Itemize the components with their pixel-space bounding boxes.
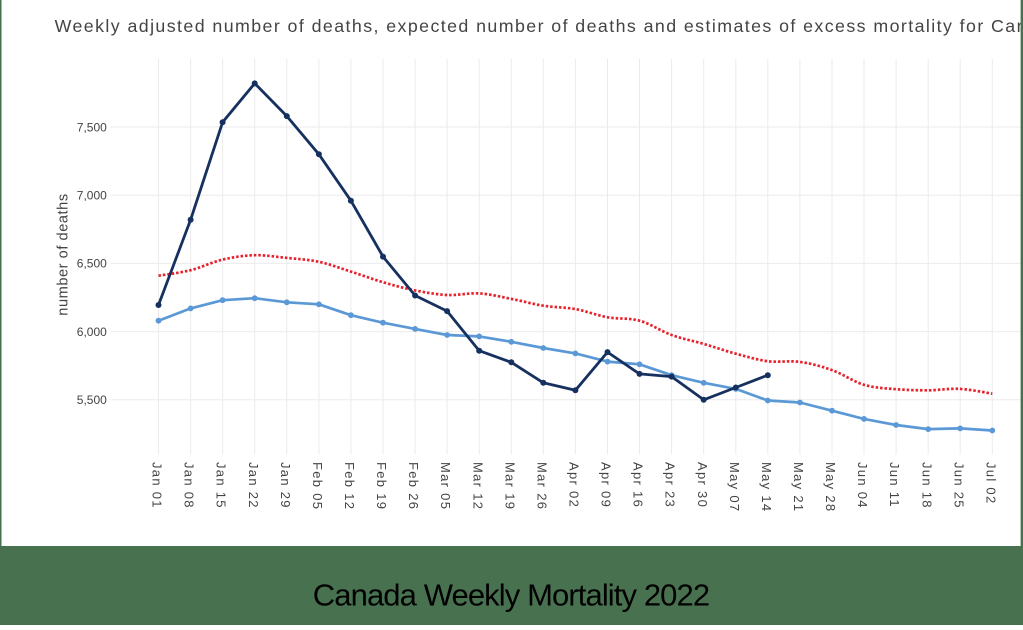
svg-text:number of deaths: number of deaths [55,193,71,315]
svg-text:Apr 23: Apr 23 [663,462,678,508]
svg-text:Apr 16: Apr 16 [631,462,646,508]
svg-text:7,500: 7,500 [77,120,107,134]
svg-text:May 21: May 21 [791,462,806,512]
svg-text:Feb 26: Feb 26 [406,462,421,510]
svg-text:May 14: May 14 [759,462,774,512]
svg-text:Jun 11: Jun 11 [887,462,902,508]
svg-text:6,000: 6,000 [77,325,107,339]
svg-text:5,500: 5,500 [77,393,107,407]
svg-text:Feb 12: Feb 12 [342,462,357,510]
svg-text:Jan 01: Jan 01 [150,462,165,509]
svg-text:May 07: May 07 [727,462,742,512]
svg-text:Jan 08: Jan 08 [182,462,197,509]
svg-text:Mar 19: Mar 19 [502,462,517,510]
svg-text:Mar 05: Mar 05 [438,462,453,510]
svg-text:Apr 02: Apr 02 [567,462,582,508]
svg-text:Jul 02: Jul 02 [983,462,998,505]
svg-text:Feb 05: Feb 05 [310,462,325,510]
svg-text:Jan 15: Jan 15 [214,462,229,509]
svg-text:May 28: May 28 [823,462,838,512]
svg-text:Mar 12: Mar 12 [470,462,485,510]
svg-text:Jun 04: Jun 04 [855,462,870,509]
svg-text:Jun 25: Jun 25 [951,462,966,509]
svg-text:Weekly adjusted number of deat: Weekly adjusted number of deaths, expect… [55,16,1023,36]
svg-text:Jun 18: Jun 18 [919,462,934,509]
svg-text:7,000: 7,000 [77,189,107,203]
svg-text:Jan 29: Jan 29 [278,462,293,509]
svg-text:Apr 09: Apr 09 [599,462,614,508]
svg-text:Apr 30: Apr 30 [695,462,710,508]
svg-text:Jan 22: Jan 22 [246,462,261,509]
svg-text:Feb 19: Feb 19 [374,462,389,510]
svg-text:Canada Weekly Mortality 2022: Canada Weekly Mortality 2022 [313,578,709,613]
svg-text:6,500: 6,500 [77,257,107,271]
svg-text:Mar 26: Mar 26 [534,462,549,510]
